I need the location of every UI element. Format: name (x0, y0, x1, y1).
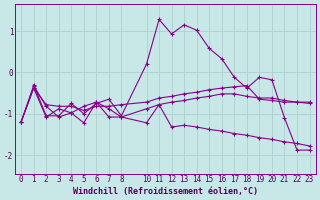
X-axis label: Windchill (Refroidissement éolien,°C): Windchill (Refroidissement éolien,°C) (73, 187, 258, 196)
